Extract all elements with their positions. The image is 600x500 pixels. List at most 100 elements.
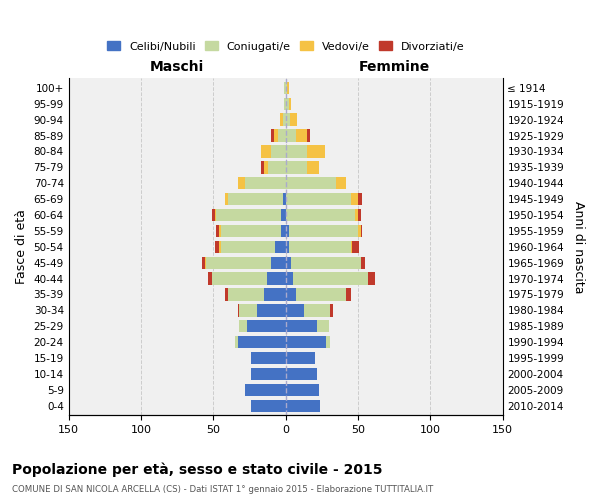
Bar xyxy=(283,114,286,126)
Bar xyxy=(219,224,221,237)
Bar xyxy=(346,288,350,300)
Bar xyxy=(206,256,271,269)
Bar xyxy=(284,82,286,94)
Bar xyxy=(221,224,281,237)
Bar xyxy=(307,146,325,158)
Bar xyxy=(307,130,310,142)
Bar xyxy=(286,209,355,221)
Bar xyxy=(228,193,283,205)
Bar xyxy=(245,177,286,190)
Bar xyxy=(290,114,297,126)
Bar xyxy=(212,209,215,221)
Bar xyxy=(286,368,317,380)
Bar xyxy=(257,304,286,316)
Bar xyxy=(264,288,286,300)
Y-axis label: Fasce di età: Fasce di età xyxy=(15,210,28,284)
Bar xyxy=(358,193,362,205)
Bar xyxy=(355,209,358,221)
Bar xyxy=(286,304,304,316)
Bar xyxy=(350,193,358,205)
Bar xyxy=(289,98,292,110)
Bar xyxy=(352,240,359,253)
Bar xyxy=(331,304,334,316)
Bar xyxy=(286,240,289,253)
Bar xyxy=(212,272,267,285)
Bar xyxy=(283,193,286,205)
Bar xyxy=(278,130,286,142)
Bar xyxy=(261,146,271,158)
Bar xyxy=(235,336,238,348)
Bar xyxy=(268,161,286,173)
Bar xyxy=(275,240,286,253)
Bar xyxy=(281,224,286,237)
Text: Popolazione per età, sesso e stato civile - 2015: Popolazione per età, sesso e stato civil… xyxy=(12,462,383,477)
Bar xyxy=(361,224,362,237)
Bar xyxy=(251,368,286,380)
Bar xyxy=(225,288,228,300)
Bar xyxy=(247,320,286,332)
Bar xyxy=(358,209,361,221)
Bar xyxy=(304,304,331,316)
Bar xyxy=(286,288,296,300)
Bar xyxy=(215,240,219,253)
Bar xyxy=(225,193,228,205)
Bar xyxy=(286,177,336,190)
Bar xyxy=(239,304,257,316)
Bar xyxy=(368,272,375,285)
Bar xyxy=(286,146,307,158)
Bar xyxy=(326,336,331,348)
Bar xyxy=(289,240,350,253)
Bar xyxy=(293,272,368,285)
Bar xyxy=(336,177,346,190)
Bar xyxy=(261,161,264,173)
Bar xyxy=(286,82,287,94)
Bar xyxy=(292,256,361,269)
Bar xyxy=(286,114,290,126)
Text: COMUNE DI SAN NICOLA ARCELLA (CS) - Dati ISTAT 1° gennaio 2015 - Elaborazione TU: COMUNE DI SAN NICOLA ARCELLA (CS) - Dati… xyxy=(12,485,433,494)
Bar xyxy=(286,224,289,237)
Bar xyxy=(286,130,296,142)
Bar xyxy=(228,288,264,300)
Bar xyxy=(307,161,319,173)
Bar xyxy=(267,272,286,285)
Bar xyxy=(286,352,314,364)
Bar xyxy=(361,256,365,269)
Bar xyxy=(296,288,346,300)
Bar xyxy=(286,400,320,412)
Bar xyxy=(286,193,350,205)
Bar xyxy=(286,336,326,348)
Bar xyxy=(286,161,307,173)
Bar xyxy=(358,224,361,237)
Bar xyxy=(274,130,278,142)
Bar xyxy=(221,240,275,253)
Bar xyxy=(219,240,221,253)
Bar xyxy=(215,209,216,221)
Bar xyxy=(271,130,274,142)
Bar xyxy=(202,256,205,269)
Bar xyxy=(264,161,268,173)
Bar xyxy=(238,304,239,316)
Bar xyxy=(251,400,286,412)
Bar xyxy=(286,320,317,332)
Bar xyxy=(280,114,283,126)
Legend: Celibi/Nubili, Coniugati/e, Vedovi/e, Divorziati/e: Celibi/Nubili, Coniugati/e, Vedovi/e, Di… xyxy=(103,36,469,56)
Bar xyxy=(284,98,286,110)
Bar xyxy=(238,177,245,190)
Bar xyxy=(216,224,219,237)
Bar xyxy=(239,320,247,332)
Bar xyxy=(216,209,281,221)
Bar xyxy=(350,240,352,253)
Text: Femmine: Femmine xyxy=(358,60,430,74)
Bar xyxy=(286,272,293,285)
Bar xyxy=(281,209,286,221)
Y-axis label: Anni di nascita: Anni di nascita xyxy=(572,200,585,293)
Bar xyxy=(271,256,286,269)
Bar xyxy=(286,384,319,396)
Bar xyxy=(245,384,286,396)
Bar xyxy=(238,336,286,348)
Bar xyxy=(205,256,206,269)
Bar xyxy=(289,224,358,237)
Text: Maschi: Maschi xyxy=(150,60,204,74)
Bar xyxy=(208,272,212,285)
Bar xyxy=(271,146,286,158)
